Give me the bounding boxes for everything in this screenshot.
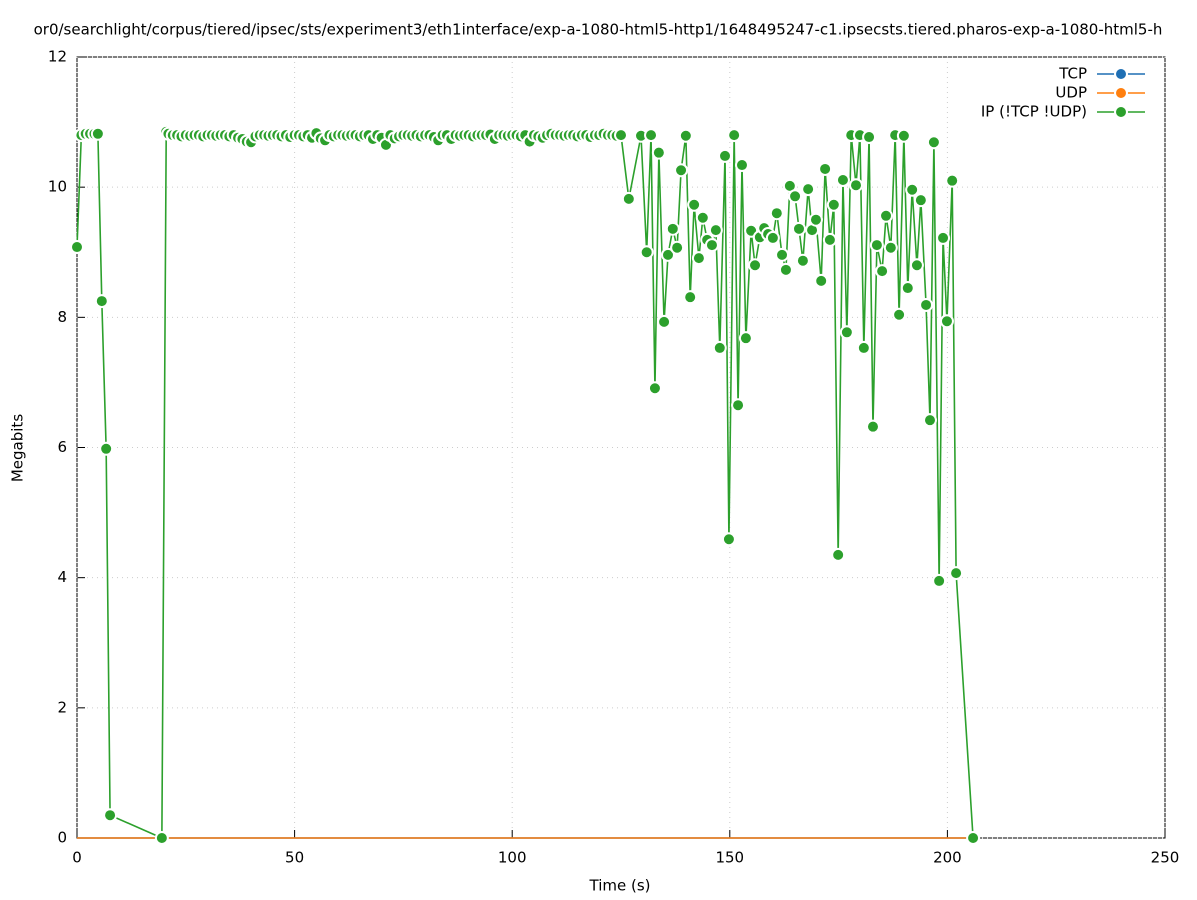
point xyxy=(922,413,937,428)
point xyxy=(849,178,864,193)
point xyxy=(103,808,118,823)
y-axis-label: Megabits xyxy=(9,414,27,482)
point xyxy=(721,532,736,547)
point xyxy=(835,173,850,188)
point xyxy=(801,182,816,197)
point xyxy=(814,273,829,288)
point xyxy=(647,381,662,396)
x-tick-label: 50 xyxy=(285,849,304,867)
point xyxy=(765,230,780,245)
point xyxy=(936,230,951,245)
plot-frame xyxy=(76,56,1166,839)
point xyxy=(826,197,841,212)
legend-label: UDP xyxy=(1055,84,1087,102)
point xyxy=(639,245,654,260)
point xyxy=(892,307,907,322)
point xyxy=(778,262,793,277)
point xyxy=(769,206,784,221)
legend-label: TCP xyxy=(1058,65,1087,83)
point xyxy=(94,294,109,309)
chart-title: or0/searchlight/corpus/tiered/ipsec/sts/… xyxy=(34,21,1163,39)
point xyxy=(775,247,790,262)
point xyxy=(657,314,672,329)
legend-marker xyxy=(1114,67,1128,81)
point xyxy=(932,573,947,588)
legend-marker xyxy=(1114,86,1128,100)
y-tick-label: 2 xyxy=(57,698,67,716)
point xyxy=(949,566,964,581)
point xyxy=(905,182,920,197)
point xyxy=(831,547,846,562)
series-line xyxy=(76,130,974,840)
point xyxy=(869,238,884,253)
point xyxy=(644,128,659,143)
point xyxy=(748,258,763,273)
point xyxy=(683,290,698,305)
point xyxy=(734,158,749,173)
point xyxy=(966,831,981,845)
point xyxy=(839,325,854,340)
point xyxy=(795,253,810,268)
point xyxy=(865,419,880,434)
point xyxy=(708,223,723,238)
point xyxy=(875,264,890,279)
x-tick-label: 100 xyxy=(498,849,527,867)
point xyxy=(883,240,898,255)
x-axis-label: Time (s) xyxy=(589,877,651,895)
x-tick-label: 200 xyxy=(933,849,962,867)
point xyxy=(862,130,877,145)
point xyxy=(818,161,833,176)
point xyxy=(900,281,915,296)
point xyxy=(670,240,685,255)
point xyxy=(856,340,871,355)
y-tick-label: 6 xyxy=(57,438,67,456)
point xyxy=(661,247,676,262)
point xyxy=(718,148,733,163)
point xyxy=(822,232,837,247)
point xyxy=(808,212,823,227)
point xyxy=(70,240,84,255)
point xyxy=(90,126,105,141)
legend-marker xyxy=(1114,105,1128,119)
point xyxy=(939,314,954,329)
x-tick-label: 0 xyxy=(72,849,82,867)
point xyxy=(712,340,727,355)
point xyxy=(621,191,636,206)
point xyxy=(791,221,806,236)
point xyxy=(788,189,803,204)
point xyxy=(614,128,628,143)
point xyxy=(727,128,742,143)
point xyxy=(651,145,666,160)
y-tick-label: 0 xyxy=(57,829,67,847)
point xyxy=(926,135,941,150)
x-tick-label: 250 xyxy=(1151,849,1180,867)
point xyxy=(691,251,706,266)
y-tick-label: 10 xyxy=(48,178,67,196)
point xyxy=(913,193,928,208)
x-tick-label: 150 xyxy=(715,849,744,867)
point xyxy=(674,163,689,178)
legend-label: IP (!TCP !UDP) xyxy=(981,103,1087,121)
point xyxy=(99,441,114,456)
point xyxy=(731,398,746,413)
y-tick-label: 8 xyxy=(57,308,67,326)
y-tick-label: 12 xyxy=(48,48,67,66)
point xyxy=(687,197,702,212)
point xyxy=(738,331,753,346)
point xyxy=(919,297,934,312)
point xyxy=(879,208,894,223)
point xyxy=(704,238,719,253)
point xyxy=(665,221,680,236)
point xyxy=(945,173,960,188)
point xyxy=(695,210,710,225)
point xyxy=(678,128,693,143)
point xyxy=(154,831,169,845)
point xyxy=(896,128,911,143)
y-tick-label: 4 xyxy=(57,568,67,586)
point xyxy=(909,258,924,273)
